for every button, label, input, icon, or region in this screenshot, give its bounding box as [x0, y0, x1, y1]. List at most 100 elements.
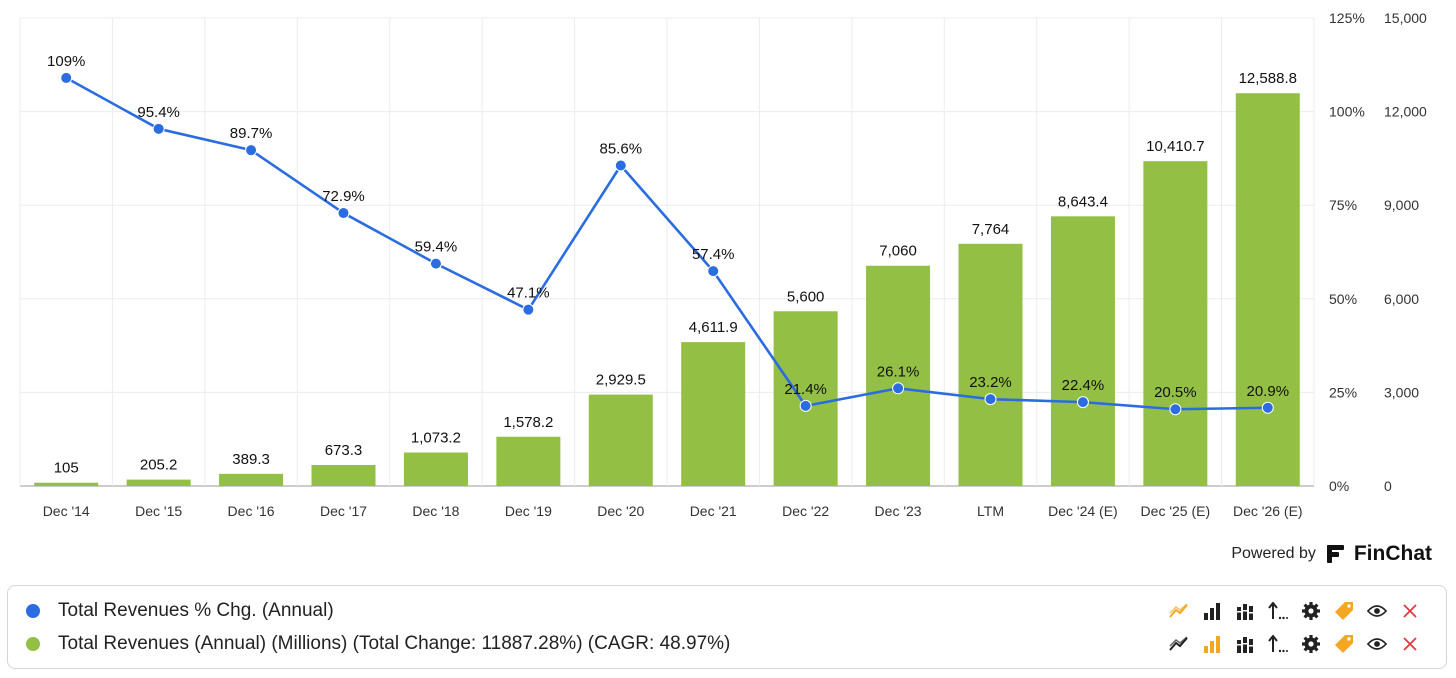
- bar-chart-icon[interactable]: [1202, 601, 1222, 621]
- bar-label: 4,611.9: [689, 319, 738, 336]
- finchat-logo-icon: [1326, 545, 1344, 563]
- powered-by-text: Powered by: [1231, 545, 1316, 562]
- legend-label: Total Revenues (Annual) (Millions) (Tota…: [58, 633, 731, 654]
- gear-icon[interactable]: [1301, 601, 1321, 621]
- line-label: 23.2%: [969, 374, 1012, 391]
- pct-change-series-line: [65, 76, 1268, 411]
- stacked-bar-icon[interactable]: [1235, 601, 1255, 621]
- revenue-bar: [496, 436, 561, 486]
- line-label: 26.1%: [877, 363, 920, 380]
- revenue-bar: [588, 394, 653, 486]
- bar-label: 673.3: [325, 442, 363, 459]
- pct-change-point: [799, 399, 812, 412]
- tag-icon[interactable]: [1334, 601, 1354, 621]
- line-label: 22.4%: [1062, 377, 1105, 394]
- line-label: 59.4%: [415, 239, 458, 256]
- bar-label: 2,929.5: [596, 372, 646, 389]
- bar-label: 1,073.2: [411, 430, 461, 447]
- bar-label: 7,764: [972, 221, 1010, 238]
- bar-label: 10,410.7: [1146, 138, 1204, 155]
- pct-change-point: [892, 382, 905, 395]
- close-icon[interactable]: [1400, 634, 1420, 654]
- legend-dot-green: [26, 637, 40, 651]
- line-label: 72.9%: [322, 188, 365, 205]
- eye-icon[interactable]: [1367, 634, 1387, 654]
- revenue-chart: 105 205.2 389.3 673.3 1,073.2 1,578.2 2,929.5 4…: [19, 10, 1427, 519]
- pct-change-point: [1261, 401, 1274, 414]
- y-pct-tick-label: 50%: [1329, 291, 1357, 307]
- pct-change-point: [984, 393, 997, 406]
- pct-change-point: [522, 303, 535, 316]
- x-tick-label: LTM: [977, 503, 1004, 519]
- revenue-bar: [126, 479, 191, 486]
- line-label: 89.7%: [230, 125, 273, 142]
- x-tick-label: Dec '25 (E): [1141, 503, 1211, 519]
- legend-dot-blue: [26, 604, 40, 618]
- close-icon[interactable]: [1400, 601, 1420, 621]
- pct-change-points: [60, 71, 1274, 416]
- y-value-tick-label: 0: [1384, 478, 1392, 494]
- revenue-bar: [311, 464, 376, 486]
- x-tick-label: Dec '19: [505, 503, 552, 519]
- pct-change-point: [152, 122, 165, 135]
- x-tick-label: Dec '22: [782, 503, 829, 519]
- y-value-tick-label: 12,000: [1384, 104, 1427, 120]
- y-value-tick-label: 15,000: [1384, 10, 1427, 26]
- sort-arrow-icon[interactable]: [1268, 601, 1288, 621]
- revenue-bar: [1050, 216, 1115, 486]
- revenue-bar: [219, 473, 284, 486]
- powered-by: Powered by FinChat: [1231, 542, 1432, 566]
- bar-label: 12,588.8: [1239, 70, 1297, 87]
- legend-row-pct-change[interactable]: Total Revenues % Chg. (Annual): [8, 595, 1446, 627]
- pct-change-point: [429, 257, 442, 270]
- bar-chart-icon[interactable]: [1202, 634, 1222, 654]
- revenue-bar: [681, 342, 746, 486]
- legend-row-revenues[interactable]: Total Revenues (Annual) (Millions) (Tota…: [8, 628, 1446, 660]
- pct-change-point: [707, 265, 720, 278]
- line-label: 47.1%: [507, 285, 550, 302]
- x-tick-label: Dec '18: [412, 503, 459, 519]
- pct-change-point: [614, 159, 627, 172]
- pct-change-point: [1169, 403, 1182, 416]
- line-label: 21.4%: [784, 381, 827, 398]
- x-tick-label: Dec '15: [135, 503, 182, 519]
- x-tick-label: Dec '16: [228, 503, 275, 519]
- tag-icon[interactable]: [1334, 634, 1354, 654]
- gear-icon[interactable]: [1301, 634, 1321, 654]
- x-tick-label: Dec '17: [320, 503, 367, 519]
- revenue-bar: [958, 243, 1023, 486]
- revenue-bar: [34, 482, 99, 486]
- line-label: 20.9%: [1247, 383, 1290, 400]
- x-tick-label: Dec '26 (E): [1233, 503, 1303, 519]
- line-label: 95.4%: [137, 104, 180, 121]
- y-value-tick-label: 3,000: [1384, 384, 1419, 400]
- y-pct-tick-label: 125%: [1329, 10, 1365, 26]
- bar-data-labels: 105 205.2 389.3 673.3 1,073.2 1,578.2 2,929.5 4…: [54, 70, 1297, 476]
- line-label: 20.5%: [1154, 384, 1197, 401]
- x-tick-label: Dec '24 (E): [1048, 503, 1118, 519]
- revenue-bar: [1235, 93, 1300, 487]
- stacked-bar-icon[interactable]: [1235, 634, 1255, 654]
- legend-label: Total Revenues % Chg. (Annual): [58, 600, 334, 621]
- y-pct-tick-label: 25%: [1329, 384, 1357, 400]
- bar-label: 105: [54, 460, 79, 477]
- y-pct-tick-label: 0%: [1329, 478, 1349, 494]
- bar-label: 1,578.2: [503, 414, 553, 431]
- line-data-labels: 109% 95.4% 89.7% 72.9% 59.4% 47.1% 85.6% 57.4% 2…: [47, 53, 1289, 401]
- series-toolbar: [1169, 595, 1420, 627]
- y-value-tick-label: 9,000: [1384, 197, 1419, 213]
- sort-arrow-icon[interactable]: [1268, 634, 1288, 654]
- x-tick-label: Dec '21: [690, 503, 737, 519]
- pct-change-point: [60, 71, 73, 84]
- pct-change-point: [1076, 396, 1089, 409]
- line-chart-icon[interactable]: [1169, 601, 1189, 621]
- bar-label: 8,643.4: [1058, 193, 1108, 210]
- x-tick-label: Dec '23: [875, 503, 922, 519]
- revenue-bar: [866, 265, 931, 486]
- pct-change-point: [245, 144, 258, 157]
- y-value-tick-label: 6,000: [1384, 291, 1419, 307]
- line-label: 109%: [47, 53, 85, 70]
- line-chart-icon[interactable]: [1169, 634, 1189, 654]
- x-tick-label: Dec '20: [597, 503, 644, 519]
- eye-icon[interactable]: [1367, 601, 1387, 621]
